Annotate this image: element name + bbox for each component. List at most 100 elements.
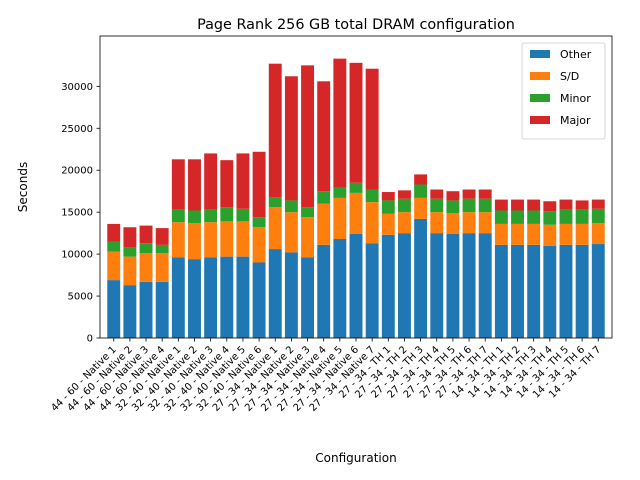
y-tick-label: 25000 <box>61 124 93 135</box>
bar-segment <box>478 198 492 213</box>
bar-segment <box>591 223 605 245</box>
bar-segment <box>171 257 185 338</box>
bar-segment <box>478 233 492 338</box>
bar-segment <box>397 212 411 234</box>
bar-segment <box>446 213 460 234</box>
bar-segment <box>591 244 605 338</box>
bar-segment <box>204 209 218 223</box>
legend-label: Other <box>560 48 592 61</box>
bar-segment <box>123 256 137 286</box>
bar-segment <box>381 200 395 214</box>
bar-segment <box>430 198 444 213</box>
bar-segment <box>462 233 476 338</box>
y-tick-label: 5000 <box>68 292 93 303</box>
bar-segment <box>284 252 298 338</box>
legend-label: S/D <box>560 70 579 83</box>
bar-segment <box>301 207 315 218</box>
bar-segment <box>365 243 379 338</box>
bar-segment <box>381 234 395 338</box>
bar-segment <box>511 244 524 338</box>
bar-segment <box>365 202 379 244</box>
bar-segment <box>252 262 266 338</box>
bar-segment <box>462 189 476 199</box>
bar-segment <box>494 244 508 338</box>
plot-frame <box>99 35 613 339</box>
bar-segment <box>527 244 541 338</box>
bar-segment <box>397 198 411 213</box>
bar-segment <box>511 223 524 245</box>
bar-segment <box>365 68 379 190</box>
bar-segment <box>333 239 347 338</box>
legend-swatch <box>530 94 550 102</box>
bar-segment <box>365 189 379 203</box>
bar-segment <box>446 200 460 213</box>
bar-segment <box>559 244 573 338</box>
bar-segment <box>381 213 395 235</box>
bar-segment <box>284 76 298 201</box>
bar-segment <box>220 160 234 208</box>
bar-segment <box>511 199 524 211</box>
bar-segment <box>349 182 363 193</box>
bar-segment <box>301 217 315 258</box>
bar-segment <box>494 223 508 245</box>
bar-segment <box>575 244 589 338</box>
bar-segment <box>171 209 185 223</box>
bar-segment <box>430 189 444 199</box>
bar-segment <box>446 191 460 201</box>
bar-segment <box>494 199 508 211</box>
bar-segment <box>123 227 137 248</box>
y-axis-label: Seconds <box>16 162 30 212</box>
bar-segment <box>478 212 492 234</box>
legend: Other S/D Minor Major <box>521 42 606 140</box>
bar-segment <box>204 222 218 258</box>
bar-segment <box>107 241 121 252</box>
bar-segment <box>188 259 201 338</box>
bar-segment <box>543 224 557 246</box>
y-tick-label: 20000 <box>61 166 93 177</box>
bar-segment <box>462 198 476 213</box>
bar-segment <box>414 197 428 219</box>
bar-segment <box>575 200 589 210</box>
y-tick-label: 10000 <box>61 250 93 261</box>
bar-segment <box>543 211 557 225</box>
bar-segment <box>252 227 266 263</box>
bar-segment <box>301 65 315 208</box>
bar-segment <box>559 223 573 245</box>
bar-segment <box>575 209 589 224</box>
bar-segment <box>139 253 153 282</box>
bar-segment <box>268 63 282 198</box>
bar-segment <box>204 153 218 210</box>
bar-segment <box>317 244 331 338</box>
bar-segment <box>171 222 185 258</box>
bar-segment <box>317 191 331 204</box>
bar-segment <box>284 212 298 253</box>
chart-title: Page Rank 256 GB total DRAM configuratio… <box>197 17 515 33</box>
bar-segment <box>414 174 428 185</box>
bar-segment <box>430 212 444 234</box>
y-tick-label: 0 <box>87 334 93 345</box>
bar-segment <box>559 199 573 210</box>
bar-segment <box>139 243 153 254</box>
bar-segment <box>236 221 250 257</box>
bar-segment <box>155 281 169 338</box>
bar-segment <box>317 203 331 245</box>
bar-segment <box>397 233 411 338</box>
bar-segment <box>139 225 153 244</box>
bar-segment <box>543 201 557 212</box>
bar-segment <box>139 281 153 338</box>
y-axis: 0 5000 10000 15000 20000 25000 30000 <box>61 82 100 345</box>
bar-segment <box>317 81 331 192</box>
legend-label: Minor <box>560 92 591 105</box>
bar-segment <box>575 223 589 245</box>
bar-segment <box>123 285 137 338</box>
bar-segment <box>430 233 444 338</box>
bar-segment <box>511 210 524 224</box>
bar-segment <box>301 257 315 338</box>
legend-swatch <box>530 50 550 58</box>
bar-segment <box>527 199 541 211</box>
bar-segment <box>543 245 557 338</box>
bar-segment <box>349 192 363 234</box>
bar-segment <box>188 223 201 260</box>
bar-segment <box>284 200 298 213</box>
bar-segment <box>591 199 605 209</box>
